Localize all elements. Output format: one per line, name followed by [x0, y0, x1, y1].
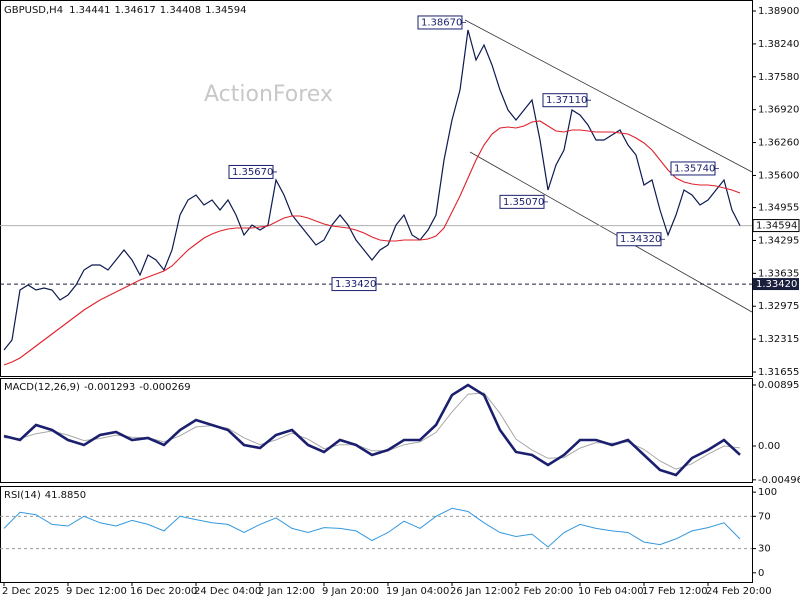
annotation-label: 1.38670	[421, 17, 462, 28]
y-tick-label: -0.004962	[758, 475, 800, 486]
y-tick-label: 1.36260	[758, 138, 799, 149]
y-tick-label: 1.34955	[758, 203, 799, 214]
x-tick-label: 10 Feb 04:00	[578, 586, 644, 597]
y-tick-label: 0.008953	[758, 380, 800, 391]
annotation-label: 1.35070	[503, 197, 544, 208]
support-label: 1.33420	[756, 279, 797, 290]
series-line	[3, 507, 741, 548]
y-tick-label: 1.36920	[758, 105, 799, 116]
ohlc-reading: 1.34441	[69, 5, 110, 16]
x-tick-label: 9 Jan 20:00	[322, 586, 379, 597]
x-tick-label: 2 Feb 20:00	[514, 586, 573, 597]
y-tick-label: 1.31655	[758, 367, 799, 378]
x-tick-label: 26 Jan 12:00	[450, 586, 513, 597]
rsi-reading: 41.8850	[45, 490, 86, 501]
rsi-panel	[0, 486, 753, 583]
x-tick-label: 24 Feb 20:00	[706, 586, 772, 597]
y-tick-label: 100	[758, 487, 777, 498]
annotation-box	[228, 164, 274, 179]
ohlc-reading: 1.34408	[160, 5, 201, 16]
ohlc-reading: 1.34617	[114, 5, 155, 16]
annotation-label: 1.37110	[546, 95, 587, 106]
macd-reading: -0.001293	[84, 382, 135, 393]
macd-panel	[0, 378, 753, 483]
macd-title: MACD(12,26,9)	[4, 382, 80, 393]
series-line	[3, 29, 741, 351]
support-box	[753, 278, 799, 291]
chart-title: GBPUSD,H4	[4, 5, 63, 16]
x-tick-label: 9 Dec 12:00	[66, 586, 127, 597]
watermark: ActionForex	[204, 82, 333, 107]
y-tick-label: 1.32315	[758, 334, 799, 345]
y-tick-label: 1.32975	[758, 301, 799, 312]
channel-lower	[469, 151, 753, 313]
y-tick-label: 1.38900	[758, 6, 799, 17]
ohlc-reading: 1.34594	[205, 5, 246, 16]
y-tick-label: 1.34295	[758, 235, 799, 246]
y-tick-label: 30	[758, 544, 771, 555]
y-tick-label: 1.35600	[758, 170, 799, 181]
annotation-label: 1.35670	[232, 167, 273, 178]
annotation-box	[331, 277, 377, 292]
series-line	[3, 383, 741, 477]
x-tick-label: 2 Jan 12:00	[258, 586, 315, 597]
y-tick-label: 1.33635	[758, 268, 799, 279]
y-tick-label: 1.37580	[758, 72, 799, 83]
annotation-box	[670, 161, 716, 176]
x-tick-label: 19 Jan 04:00	[386, 586, 449, 597]
channel-upper	[464, 19, 753, 173]
annotation-box	[616, 232, 662, 247]
annotation-label: 1.34320	[620, 234, 661, 245]
last-price-box	[752, 219, 800, 233]
x-tick-label: 2 Dec 2025	[2, 586, 60, 597]
annotation-box	[542, 93, 588, 108]
annotation-box	[499, 194, 545, 209]
last-price-label: 1.34594	[756, 221, 797, 232]
price-panel	[0, 0, 753, 377]
series-line	[3, 120, 741, 366]
annotation-label: 1.33420	[335, 279, 376, 290]
macd-reading: -0.000269	[139, 382, 190, 393]
y-tick-label: 1.38240	[758, 39, 799, 50]
x-tick-label: 16 Dec 20:00	[130, 586, 197, 597]
annotation-box	[417, 15, 463, 30]
x-tick-label: 24 Dec 04:00	[194, 586, 261, 597]
x-tick-label: 17 Feb 12:00	[642, 586, 708, 597]
rsi-title: RSI(14)	[4, 490, 41, 501]
annotation-label: 1.35740	[674, 163, 715, 174]
y-tick-label: 0	[758, 568, 764, 579]
y-tick-label: 70	[758, 511, 771, 522]
y-tick-label: 0.00	[758, 441, 780, 452]
